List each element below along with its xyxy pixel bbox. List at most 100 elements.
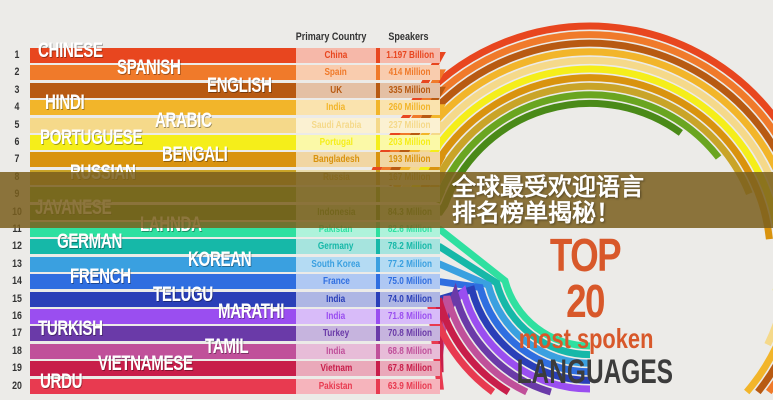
rank-number: 18 [12, 344, 22, 357]
speakers-text: 335 Million [389, 84, 431, 96]
language-arc [430, 285, 591, 384]
language-label: ENGLISH [207, 73, 272, 97]
country-text: Germany [318, 241, 354, 253]
country-text: South Korea [311, 258, 361, 270]
rank-number: 6 [14, 136, 20, 148]
country-cell: South Korea [296, 256, 376, 272]
speakers-cell: 414 Million [380, 65, 440, 81]
title-banner: 全球最受欢迎语言排名榜单揭秘！ [0, 172, 773, 228]
language-label: MARATHI [218, 300, 285, 323]
infographic-title: TOP 20 most spoken LANGUAGES [517, 229, 673, 390]
country-cell: Pakistan [296, 378, 376, 394]
country-cell: India [296, 100, 376, 116]
speakers-cell: 260 Million [380, 100, 440, 116]
country-text: Pakistan [319, 224, 353, 235]
speakers-text: 67.8 Million [387, 363, 433, 375]
rank-number: 4 [14, 101, 20, 114]
country-cell: UK [296, 82, 376, 98]
speakers-cell: 203 Million [380, 135, 440, 150]
country-text: India [326, 102, 346, 114]
country-text: UK [330, 84, 342, 96]
speakers-cell: 67.8 Million [380, 361, 440, 377]
language-arc [430, 278, 591, 376]
title-mid: most spoken [518, 323, 654, 354]
speakers-cell: 63.9 Million [380, 378, 440, 394]
country-cell: China [296, 48, 376, 63]
language-label: HINDI [45, 91, 85, 115]
country-cell: Turkey [296, 326, 376, 342]
country-cell: Spain [296, 65, 376, 81]
country-text: Saudi Arabia [311, 119, 361, 131]
country-text: Bangladesh [312, 154, 360, 166]
speakers-text: 70.8 Million [387, 328, 433, 340]
speakers-text: 74.0 Million [387, 293, 433, 305]
country-cell: Portugal [296, 135, 376, 150]
language-label: URDU [40, 369, 83, 393]
speakers-text: 82.6 Million [387, 224, 433, 235]
speakers-text: 75.0 Million [387, 276, 433, 288]
language-arc [430, 260, 591, 367]
language-arc [430, 243, 591, 359]
language-label: FRENCH [70, 265, 131, 289]
header-primary-country: Primary Country [295, 31, 367, 43]
speakers-cell: 71.8 Million [380, 309, 440, 324]
speakers-text: 414 Million [389, 67, 431, 79]
rank-number: 20 [12, 379, 22, 392]
country-text: India [326, 345, 346, 357]
speakers-text: 237 Million [389, 119, 431, 131]
country-text: Portugal [319, 137, 353, 148]
rank-number: 3 [14, 83, 20, 96]
speakers-text: 260 Million [389, 102, 431, 114]
country-cell: Bangladesh [296, 152, 376, 168]
country-text: Spain [324, 67, 348, 79]
language-label: PORTUGUESE [40, 126, 143, 149]
header-speakers: Speakers [388, 31, 429, 43]
country-text: India [326, 293, 346, 305]
rank-number: 16 [12, 310, 22, 322]
speakers-cell: 68.8 Million [380, 343, 440, 359]
speakers-cell: 78.2 Million [380, 239, 440, 255]
speakers-cell: 74.0 Million [380, 291, 440, 307]
language-arc [417, 74, 773, 240]
country-text: Vietnam [320, 363, 352, 375]
speakers-cell: 77.2 Million [380, 256, 440, 272]
country-text: India [326, 311, 346, 322]
language-arc [392, 48, 773, 395]
language-arc [430, 295, 529, 396]
rank-number: 2 [14, 66, 20, 79]
speakers-cell: 70.8 Million [380, 326, 440, 342]
banner-title: 全球最受欢迎语言排名榜单揭秘！ [452, 173, 644, 227]
language-arc [430, 226, 591, 350]
speakers-text: 203 Million [389, 137, 431, 148]
speakers-cell: 1.197 Billion [380, 48, 440, 63]
country-cell: India [296, 291, 376, 307]
rank-number: 11 [12, 223, 22, 235]
speakers-text: 71.8 Million [387, 311, 433, 322]
language-label: TAMIL [205, 334, 249, 358]
speakers-cell: 237 Million [380, 117, 440, 133]
language-arc [430, 284, 591, 393]
rank-number: 7 [14, 153, 20, 166]
language-label: GERMAN [57, 230, 123, 254]
speakers-text: 1.197 Billion [386, 50, 434, 61]
language-label: CHINESE [38, 39, 103, 62]
country-cell: Germany [296, 239, 376, 255]
rank-number: 12 [12, 240, 22, 253]
speakers-text: 63.9 Million [387, 380, 433, 392]
title-top: TOP 20 [549, 229, 622, 327]
country-cell: India [296, 309, 376, 324]
language-arc [401, 56, 773, 347]
rank-number: 15 [12, 292, 22, 305]
country-text: Pakistan [319, 380, 353, 392]
speakers-cell: 193 Million [380, 152, 440, 168]
language-label: BENGALI [162, 143, 228, 167]
rank-number: 5 [14, 118, 20, 131]
language-label: SPANISH [117, 56, 181, 80]
language-label: KOREAN [188, 247, 252, 271]
country-text: China [324, 50, 348, 61]
rank-number: 13 [12, 257, 22, 270]
language-label: TELUGU [153, 282, 213, 306]
language-label: TURKISH [38, 317, 103, 341]
language-arc [425, 82, 753, 201]
language-label: ARABIC [155, 108, 212, 132]
